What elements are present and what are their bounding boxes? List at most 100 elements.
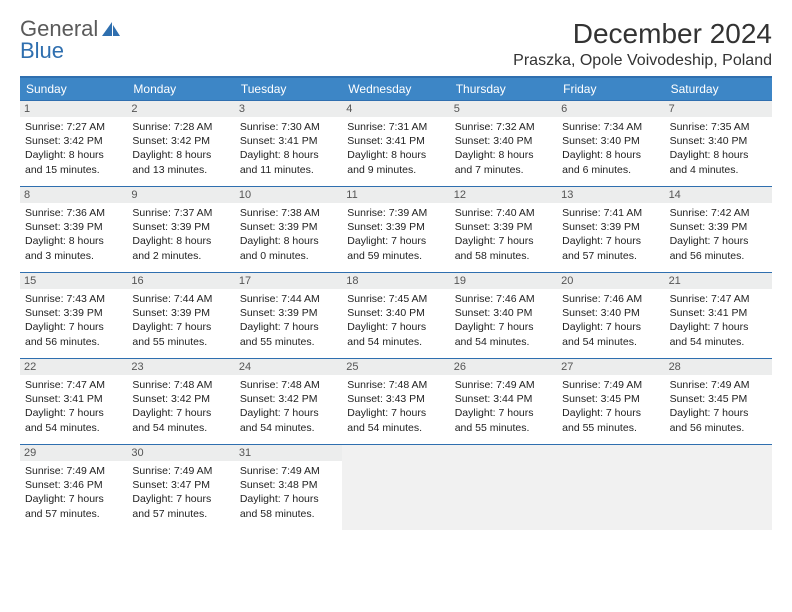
daylight-label: Daylight: (347, 149, 391, 161)
calendar-cell (557, 444, 664, 530)
sunset-line: Sunset: 3:42 PM (132, 134, 229, 148)
calendar-cell: 4Sunrise: 7:31 AMSunset: 3:41 PMDaylight… (342, 100, 449, 186)
sunset-line: Sunset: 3:40 PM (562, 306, 659, 320)
day-number: 3 (235, 101, 342, 117)
daylight-label: Daylight: (132, 493, 176, 505)
sunrise-value: 7:48 AM (389, 379, 428, 391)
day-info: Sunrise: 7:49 AMSunset: 3:45 PMDaylight:… (670, 378, 767, 435)
daylight-line: Daylight: 7 hours and 54 minutes. (455, 320, 552, 348)
day-number: 28 (665, 359, 772, 375)
calendar-cell: 17Sunrise: 7:44 AMSunset: 3:39 PMDayligh… (235, 272, 342, 358)
sunrise-label: Sunrise: (455, 379, 496, 391)
sunrise-value: 7:48 AM (174, 379, 213, 391)
calendar-cell: 5Sunrise: 7:32 AMSunset: 3:40 PMDaylight… (450, 100, 557, 186)
day-number: 19 (450, 273, 557, 289)
daylight-label: Daylight: (25, 235, 69, 247)
sunset-label: Sunset: (25, 221, 64, 233)
sunset-line: Sunset: 3:43 PM (347, 392, 444, 406)
sunrise-line: Sunrise: 7:38 AM (240, 206, 337, 220)
day-header: Monday (127, 78, 234, 100)
sunset-value: 3:39 PM (708, 221, 747, 233)
sunset-line: Sunset: 3:39 PM (132, 306, 229, 320)
daylight-line: Daylight: 8 hours and 11 minutes. (240, 148, 337, 176)
sunrise-label: Sunrise: (240, 207, 281, 219)
sunrise-value: 7:31 AM (389, 121, 428, 133)
sunrise-value: 7:47 AM (66, 379, 105, 391)
daylight-line: Daylight: 8 hours and 13 minutes. (132, 148, 229, 176)
calendar-cell: 8Sunrise: 7:36 AMSunset: 3:39 PMDaylight… (20, 186, 127, 272)
sunrise-label: Sunrise: (25, 379, 66, 391)
sunrise-value: 7:42 AM (711, 207, 750, 219)
calendar-cell: 27Sunrise: 7:49 AMSunset: 3:45 PMDayligh… (557, 358, 664, 444)
sunset-label: Sunset: (670, 221, 709, 233)
logo-line1: General (20, 18, 98, 40)
sunset-label: Sunset: (670, 393, 709, 405)
sunrise-label: Sunrise: (25, 121, 66, 133)
sunrise-label: Sunrise: (25, 293, 66, 305)
sunrise-value: 7:49 AM (604, 379, 643, 391)
daylight-label: Daylight: (562, 149, 606, 161)
sunset-value: 3:41 PM (64, 393, 103, 405)
sunrise-line: Sunrise: 7:34 AM (562, 120, 659, 134)
sunset-label: Sunset: (25, 135, 64, 147)
sunrise-line: Sunrise: 7:31 AM (347, 120, 444, 134)
sunrise-label: Sunrise: (670, 379, 711, 391)
day-header: Thursday (450, 78, 557, 100)
daylight-line: Daylight: 7 hours and 54 minutes. (25, 406, 122, 434)
sunrise-line: Sunrise: 7:27 AM (25, 120, 122, 134)
sunrise-label: Sunrise: (240, 465, 281, 477)
daylight-line: Daylight: 7 hours and 55 minutes. (132, 320, 229, 348)
sunset-value: 3:39 PM (64, 307, 103, 319)
sunrise-value: 7:30 AM (281, 121, 320, 133)
sunset-value: 3:40 PM (386, 307, 425, 319)
sunrise-label: Sunrise: (455, 207, 496, 219)
sunset-value: 3:39 PM (171, 221, 210, 233)
header: General Blue December 2024 Praszka, Opol… (20, 18, 772, 70)
sunset-label: Sunset: (347, 221, 386, 233)
sunrise-label: Sunrise: (562, 207, 603, 219)
sunrise-line: Sunrise: 7:46 AM (562, 292, 659, 306)
sunset-label: Sunset: (132, 307, 171, 319)
day-number: 17 (235, 273, 342, 289)
day-info: Sunrise: 7:37 AMSunset: 3:39 PMDaylight:… (132, 206, 229, 263)
sunset-value: 3:45 PM (601, 393, 640, 405)
day-info: Sunrise: 7:32 AMSunset: 3:40 PMDaylight:… (455, 120, 552, 177)
daylight-label: Daylight: (132, 235, 176, 247)
day-number: 4 (342, 101, 449, 117)
day-info: Sunrise: 7:46 AMSunset: 3:40 PMDaylight:… (562, 292, 659, 349)
sunrise-value: 7:44 AM (281, 293, 320, 305)
day-number: 7 (665, 101, 772, 117)
day-info: Sunrise: 7:27 AMSunset: 3:42 PMDaylight:… (25, 120, 122, 177)
calendar-cell (665, 444, 772, 530)
sunset-line: Sunset: 3:44 PM (455, 392, 552, 406)
day-info: Sunrise: 7:49 AMSunset: 3:48 PMDaylight:… (240, 464, 337, 521)
sunrise-line: Sunrise: 7:46 AM (455, 292, 552, 306)
day-info: Sunrise: 7:40 AMSunset: 3:39 PMDaylight:… (455, 206, 552, 263)
sunset-label: Sunset: (455, 135, 494, 147)
sunrise-line: Sunrise: 7:40 AM (455, 206, 552, 220)
sunset-line: Sunset: 3:42 PM (25, 134, 122, 148)
logo-line2: Blue (20, 40, 98, 62)
sunset-line: Sunset: 3:39 PM (132, 220, 229, 234)
sunset-line: Sunset: 3:39 PM (670, 220, 767, 234)
sunset-line: Sunset: 3:45 PM (670, 392, 767, 406)
day-info: Sunrise: 7:43 AMSunset: 3:39 PMDaylight:… (25, 292, 122, 349)
sunset-line: Sunset: 3:40 PM (455, 134, 552, 148)
daylight-label: Daylight: (347, 235, 391, 247)
sunset-value: 3:41 PM (386, 135, 425, 147)
sunrise-line: Sunrise: 7:35 AM (670, 120, 767, 134)
sunrise-label: Sunrise: (347, 207, 388, 219)
daylight-label: Daylight: (132, 407, 176, 419)
sunrise-line: Sunrise: 7:49 AM (670, 378, 767, 392)
sunrise-line: Sunrise: 7:28 AM (132, 120, 229, 134)
sunrise-label: Sunrise: (347, 121, 388, 133)
day-number: 15 (20, 273, 127, 289)
sunrise-value: 7:47 AM (711, 293, 750, 305)
sunset-value: 3:40 PM (601, 307, 640, 319)
sunset-value: 3:43 PM (386, 393, 425, 405)
sunrise-value: 7:41 AM (604, 207, 643, 219)
sunset-value: 3:39 PM (386, 221, 425, 233)
sunset-label: Sunset: (562, 135, 601, 147)
calendar-cell: 6Sunrise: 7:34 AMSunset: 3:40 PMDaylight… (557, 100, 664, 186)
daylight-line: Daylight: 7 hours and 56 minutes. (25, 320, 122, 348)
